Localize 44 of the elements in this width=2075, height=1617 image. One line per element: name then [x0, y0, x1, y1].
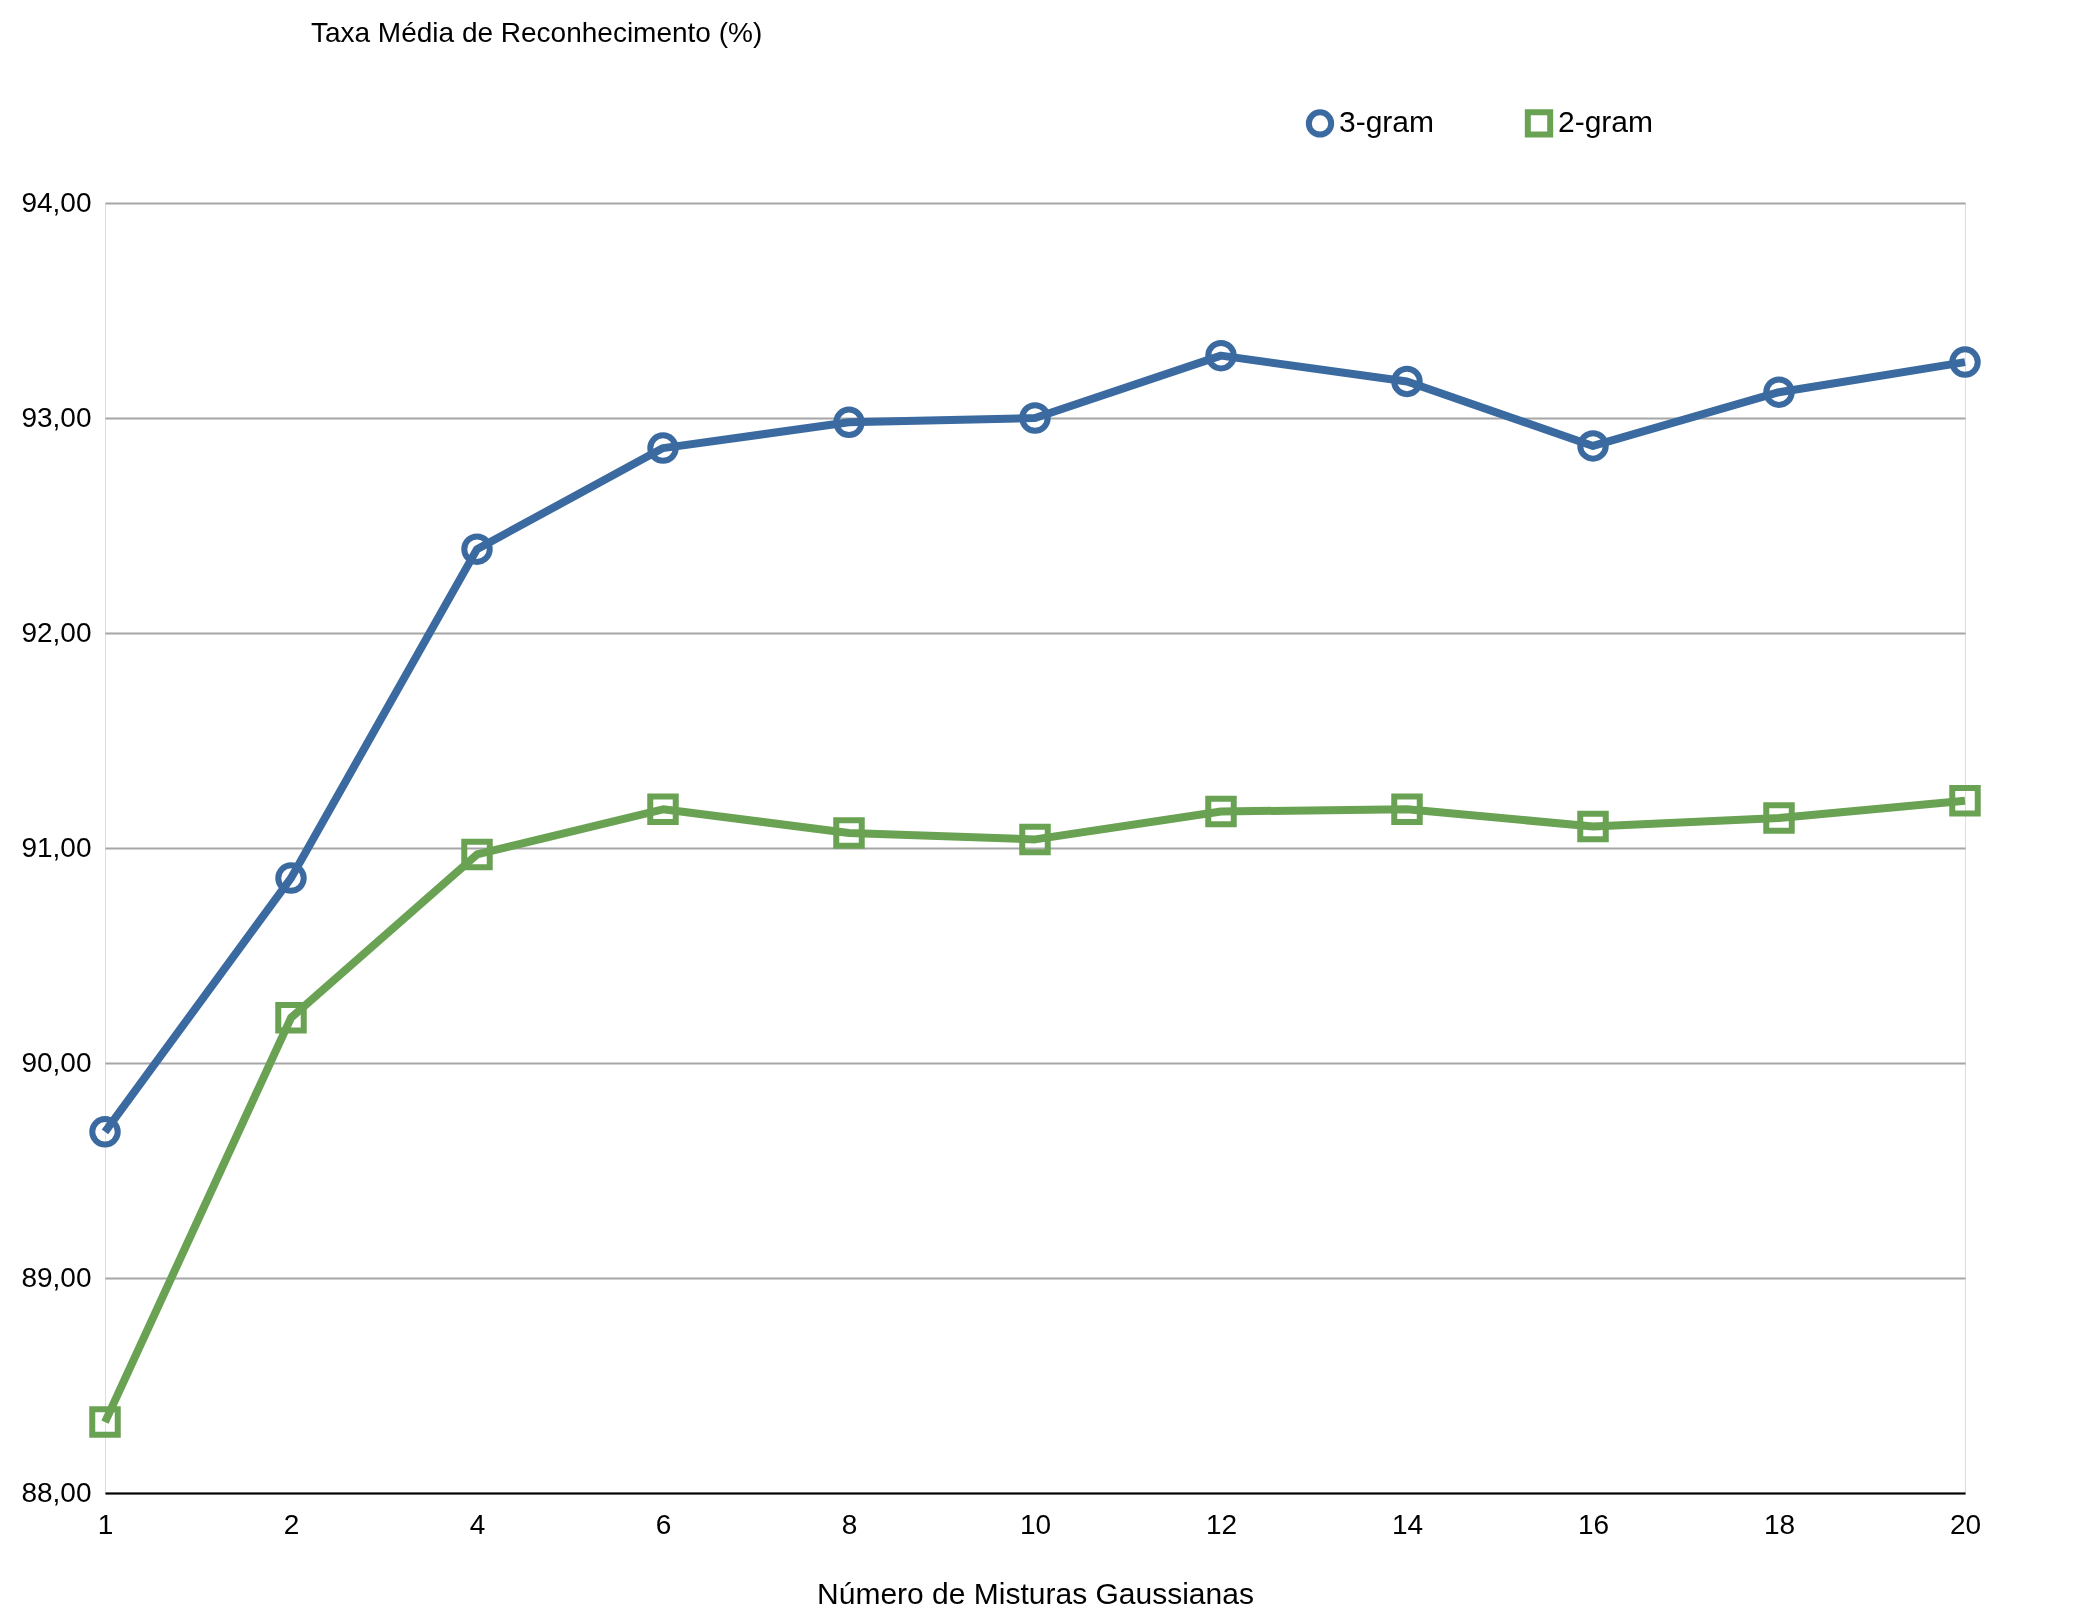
y-tick-label: 91,00 [21, 831, 92, 863]
point [647, 793, 679, 826]
point [89, 1116, 121, 1148]
x-tick-label: 16 [1577, 1508, 1610, 1540]
x-tick-label: 2 [283, 1508, 300, 1540]
point [1205, 795, 1237, 828]
legend-label: 2-gram [1558, 105, 1654, 139]
point [461, 533, 493, 565]
y-tick-label: 94,00 [21, 186, 92, 218]
y-tick-label: 89,00 [21, 1261, 92, 1293]
point [1763, 376, 1795, 408]
x-tick-label: 20 [1949, 1508, 1982, 1540]
y-tick-label: 92,00 [21, 616, 92, 648]
point [89, 1406, 121, 1438]
x-tick-label: 4 [469, 1508, 486, 1540]
point [1019, 823, 1051, 856]
point [275, 862, 307, 894]
chart-title: Taxa Média de Reconhecimento (%) [310, 17, 763, 48]
point [1205, 339, 1237, 372]
y-tick-label: 88,00 [21, 1476, 92, 1508]
point [1763, 802, 1795, 834]
x-axis-title: Número de Misturas Gaussianas [817, 1576, 1254, 1610]
point [1019, 402, 1051, 434]
point [1577, 430, 1609, 462]
point [647, 432, 679, 464]
x-tick-label: 6 [655, 1508, 672, 1540]
y-tick-label: 90,00 [21, 1046, 92, 1078]
point [833, 817, 865, 849]
x-tick-label: 14 [1391, 1508, 1424, 1540]
point [461, 838, 493, 871]
x-tick-label: 18 [1763, 1508, 1796, 1540]
x-tick-label: 12 [1205, 1508, 1238, 1540]
point [1391, 793, 1423, 826]
y-tick-label: 93,00 [21, 401, 92, 433]
point [1949, 346, 1981, 378]
point [1949, 784, 1981, 817]
point [833, 406, 865, 439]
x-tick-label: 10 [1019, 1508, 1052, 1540]
point [1577, 810, 1609, 843]
legend-label: 3-gram [1339, 105, 1435, 139]
point [275, 1002, 307, 1034]
x-tick-label: 8 [841, 1508, 858, 1540]
x-tick-label: 1 [97, 1508, 114, 1540]
point [1391, 365, 1423, 398]
